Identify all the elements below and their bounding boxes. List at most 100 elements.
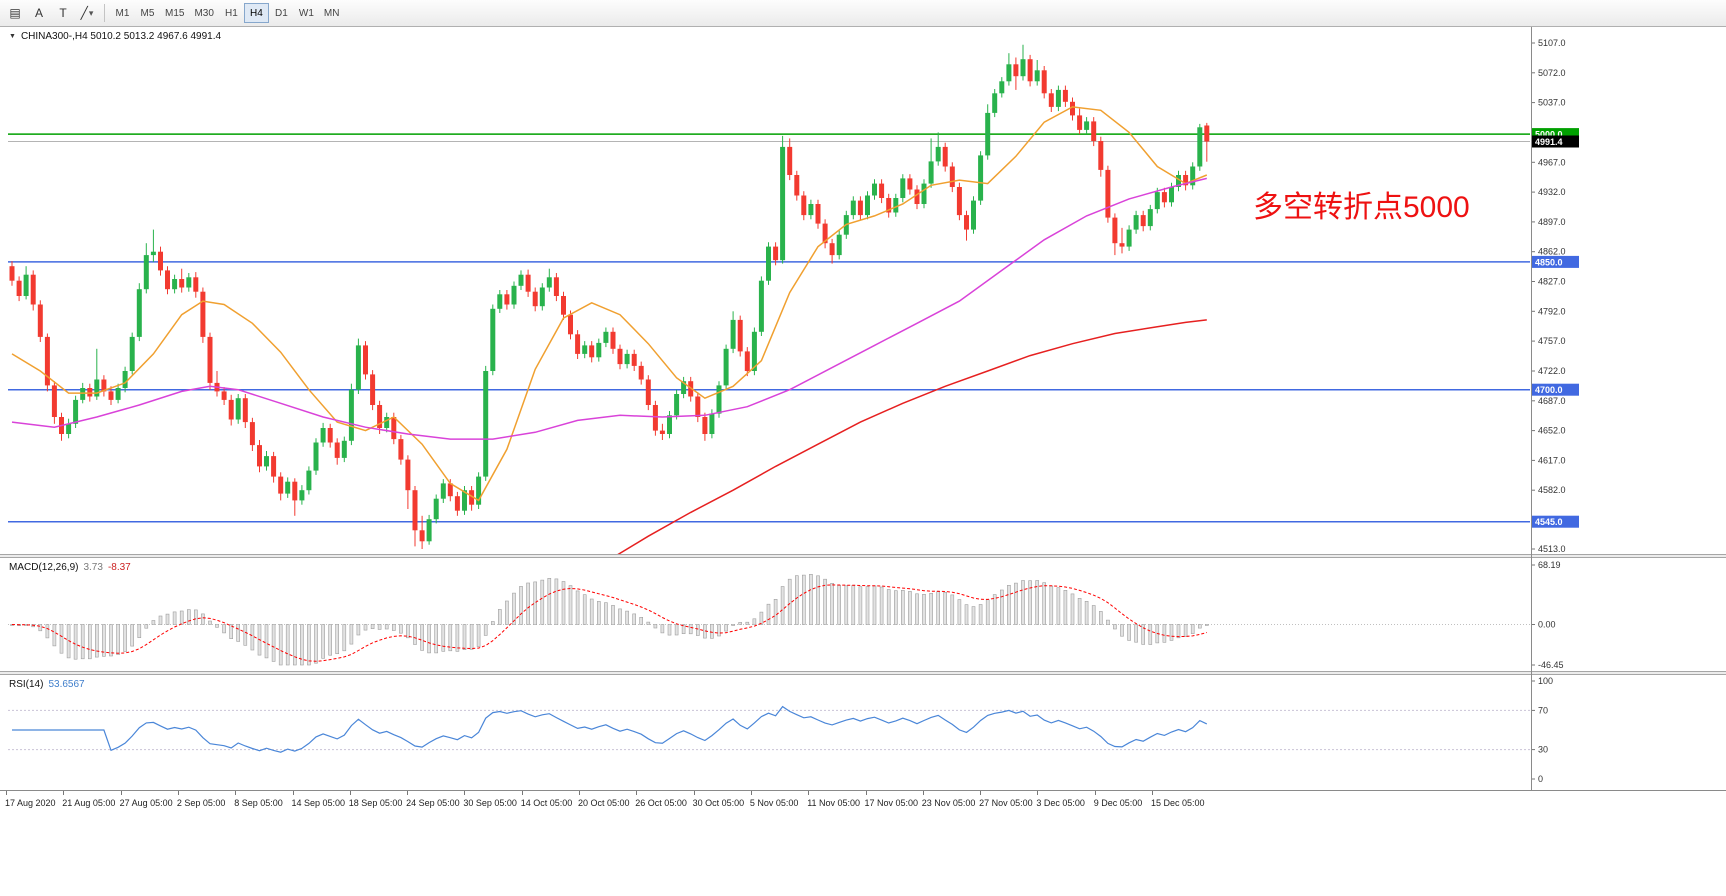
- rsi-indicator-pane[interactable]: 100 70 30 0 RSI(14) 53.6567: [0, 675, 1726, 790]
- price-tick-label: 4932.0: [1538, 187, 1566, 197]
- price-tick-label: 5072.0: [1538, 68, 1566, 78]
- price-tag: 4991.4: [1532, 135, 1579, 148]
- time-label: 14 Sep 05:00: [291, 798, 346, 808]
- macd-label: MACD(12,26,9): [9, 562, 79, 573]
- rsi-svg[interactable]: 100 70 30 0: [0, 675, 1726, 790]
- rsi-canvas[interactable]: 100 70 30 0: [0, 675, 1726, 790]
- toolbar-separator: [104, 4, 105, 22]
- rsi-tick-label: 70: [1538, 705, 1548, 715]
- text-tool-icon: T: [59, 6, 67, 20]
- tf-m5-button[interactable]: M5: [135, 3, 160, 23]
- time-tick: [292, 791, 294, 795]
- macd-svg[interactable]: 68.19 0.00 -46.45: [0, 558, 1726, 671]
- main-chart-pane[interactable]: 5107.05072.05037.05002.04967.04932.04897…: [0, 27, 1726, 554]
- tf-m30-button[interactable]: M30: [189, 3, 218, 23]
- rsi-line: [12, 705, 1208, 753]
- price-tick-label: 4513.0: [1538, 544, 1566, 554]
- time-label: 26 Oct 05:00: [635, 798, 687, 808]
- macd-tick-label: 0.00: [1538, 620, 1556, 630]
- time-tick: [349, 791, 351, 795]
- rsi-label: RSI(14): [9, 679, 44, 690]
- rsi-value: 53.6567: [48, 679, 85, 690]
- time-label: 21 Aug 05:00: [62, 798, 116, 808]
- svg-text:4545.0: 4545.0: [1535, 517, 1563, 527]
- collapse-arrow-icon: ▼: [9, 33, 16, 40]
- pane-separator[interactable]: [0, 554, 1726, 558]
- main-chart-canvas[interactable]: 5107.05072.05037.05002.04967.04932.04897…: [0, 27, 1726, 554]
- macd-canvas[interactable]: 68.19 0.00 -46.45: [0, 558, 1726, 671]
- tf-m15-button[interactable]: M15: [160, 3, 189, 23]
- time-tick: [6, 791, 7, 795]
- rsi-tick-label: 30: [1538, 745, 1548, 755]
- tf-d1-button[interactable]: D1: [269, 3, 294, 23]
- price-tick-label: 5037.0: [1538, 98, 1566, 108]
- charts-list-icon[interactable]: ▤: [3, 2, 27, 24]
- macd-header: MACD(12,26,9) 3.73 -8.37: [9, 562, 131, 573]
- time-label: 24 Sep 05:00: [406, 798, 460, 808]
- charts-list-glyph: ▤: [9, 6, 21, 20]
- chart-annotation[interactable]: 多空转折点5000: [1253, 191, 1470, 224]
- price-tick-label: 4687.0: [1538, 396, 1566, 406]
- time-label: 11 Nov 05:00: [807, 798, 861, 808]
- price-scale-divider: [1531, 27, 1532, 790]
- time-tick: [865, 791, 867, 795]
- candles[interactable]: [9, 44, 1210, 549]
- time-label: 8 Sep 05:00: [234, 798, 283, 808]
- price-tag: 4545.0: [1532, 515, 1579, 528]
- symbol-ohlc-text: CHINA300-,H4 5010.2 5013.2 4967.6 4991.4: [20, 31, 222, 42]
- time-tick: [636, 791, 638, 795]
- time-tick: [693, 791, 695, 795]
- macd-main-value: 3.73: [83, 562, 103, 573]
- tf-w1-button[interactable]: W1: [294, 3, 319, 23]
- time-label: 27 Nov 05:00: [979, 798, 1033, 808]
- price-tick-label: 4862.0: [1538, 247, 1566, 257]
- time-tick: [1037, 791, 1039, 795]
- time-label: 17 Aug 2020: [5, 798, 56, 808]
- time-axis[interactable]: 17 Aug 2020 21 Aug 05:00 27 Aug 05:00 2 Sep…: [0, 790, 1726, 816]
- price-tag: 4850.0: [1532, 255, 1579, 268]
- cursor-tool-button[interactable]: A: [27, 2, 51, 24]
- tf-h4-button[interactable]: H4: [243, 3, 269, 23]
- price-tag: 4700.0: [1532, 383, 1579, 396]
- ma-slow-red-line: [617, 319, 1207, 554]
- macd-indicator-pane[interactable]: 68.19 0.00 -46.45 MACD(12,26,9) 3.73 -8.37: [0, 558, 1726, 671]
- price-tick-label: 4757.0: [1538, 336, 1566, 346]
- svg-text:5000.0: 5000.0: [1535, 130, 1563, 140]
- cursor-tool-icon: A: [34, 6, 43, 20]
- trendline-tool-button[interactable]: ╱ ▾: [75, 2, 99, 24]
- price-tick-label: 4897.0: [1538, 217, 1566, 227]
- time-tick: [63, 791, 65, 795]
- price-tick-label: 4792.0: [1538, 306, 1566, 316]
- tf-mn-button[interactable]: MN: [319, 3, 345, 23]
- tf-h1-button[interactable]: H1: [219, 3, 244, 23]
- time-tick: [579, 791, 580, 795]
- macd-histogram: [10, 573, 1209, 666]
- time-tick: [407, 791, 409, 795]
- bottom-empty-area: [0, 816, 1726, 896]
- main-chart-svg[interactable]: 5107.05072.05037.05002.04967.04932.04897…: [0, 27, 1726, 554]
- pane-separator[interactable]: [0, 671, 1726, 675]
- time-tick: [922, 791, 924, 795]
- tf-m1-button[interactable]: M1: [110, 3, 135, 23]
- macd-signal-value: -8.37: [107, 562, 131, 573]
- svg-text:4991.4: 4991.4: [1535, 137, 1563, 147]
- time-label: 30 Oct 05:00: [692, 798, 745, 808]
- time-tick: [464, 791, 466, 795]
- time-tick: [1152, 791, 1153, 795]
- text-tool-button[interactable]: T: [51, 2, 75, 24]
- time-tick: [750, 791, 752, 795]
- time-tick: [177, 791, 179, 795]
- price-tick-label: 4722.0: [1538, 366, 1566, 376]
- macd-tick-label: 68.19: [1538, 560, 1561, 570]
- time-label: 2 Sep 05:00: [176, 798, 226, 808]
- price-tick-label: 5107.0: [1538, 38, 1566, 48]
- time-tick: [235, 791, 237, 795]
- price-tick-label: 4582.0: [1538, 485, 1566, 495]
- trendline-tool-icon: ╱: [80, 6, 88, 20]
- price-tick-label: 4617.0: [1538, 455, 1566, 465]
- time-label: 9 Dec 05:00: [1093, 798, 1143, 808]
- time-label: 20 Oct 05:00: [578, 798, 630, 808]
- ma-mid-magenta-line: [11, 177, 1207, 440]
- rsi-tick-label: 100: [1538, 676, 1553, 686]
